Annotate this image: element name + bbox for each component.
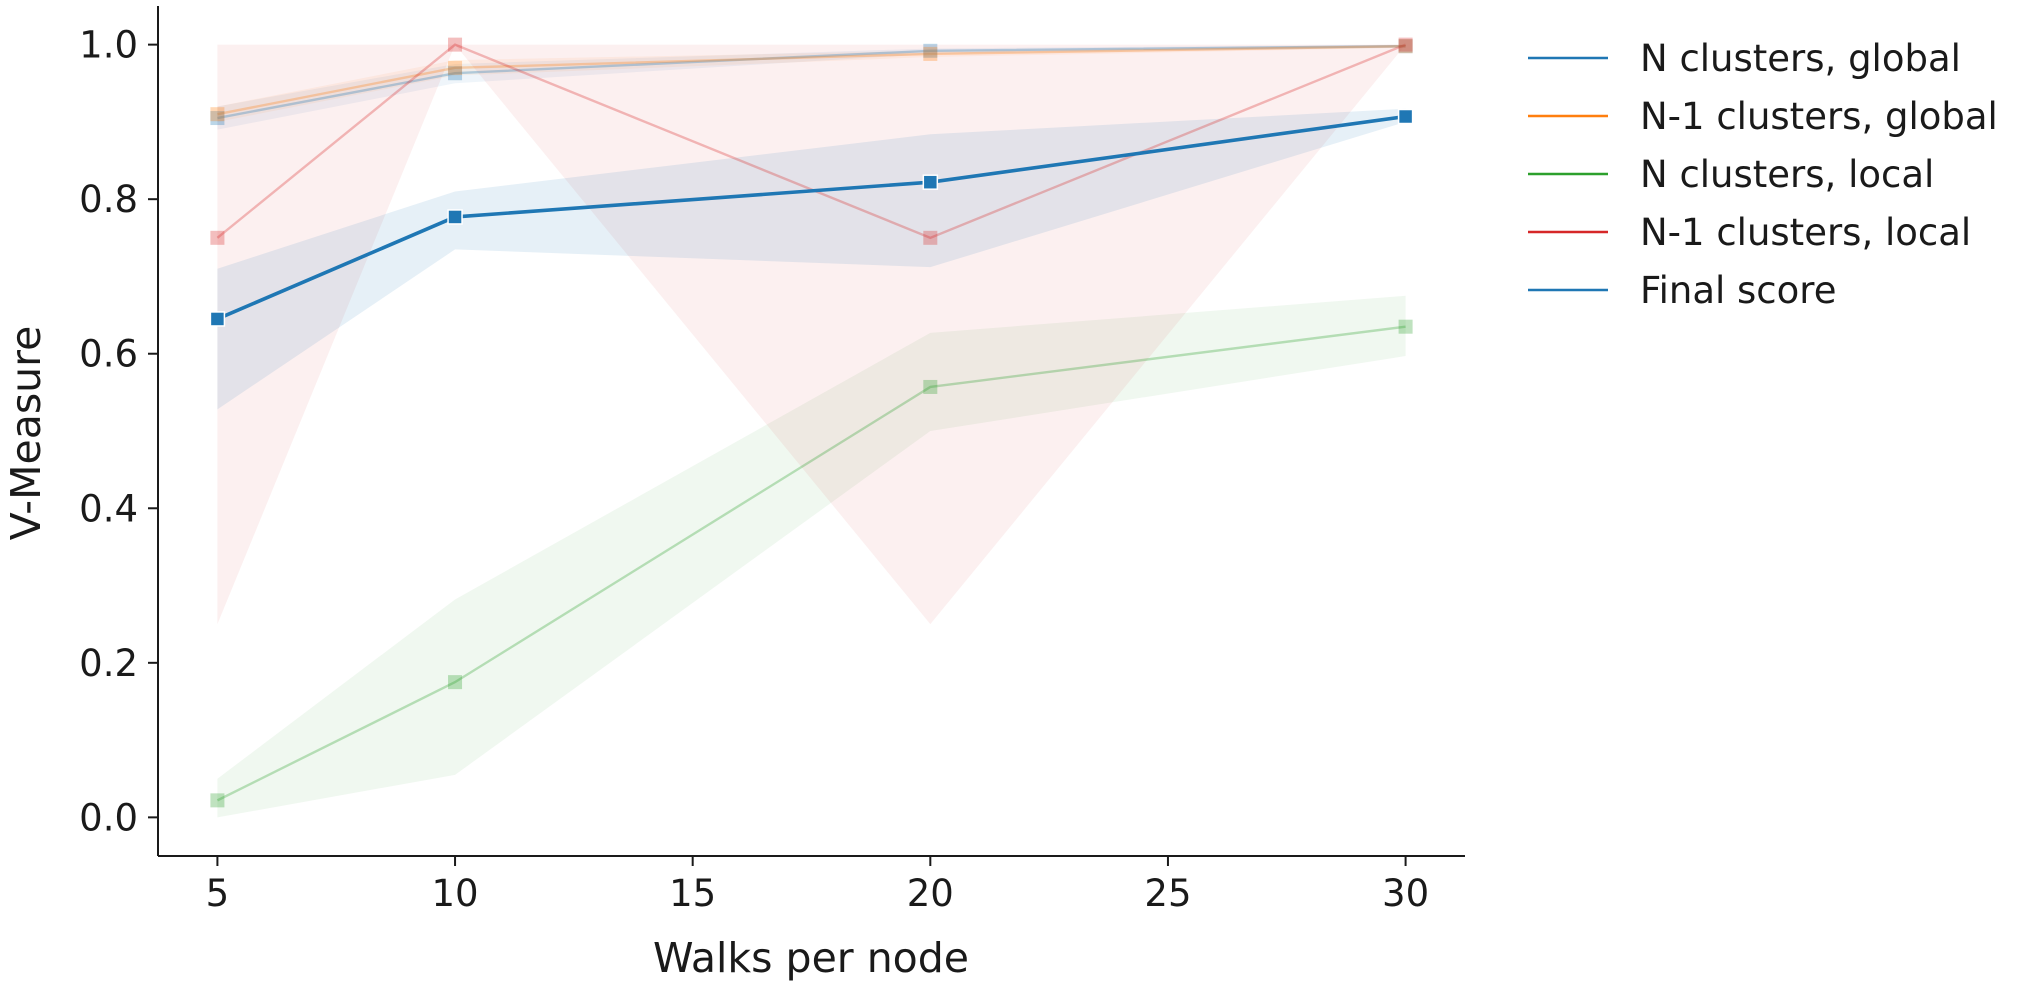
marker-n-clusters-global-3 [1398, 39, 1413, 54]
legend-label-n-1-clusters-local: N-1 clusters, local [1640, 211, 1971, 254]
y-tick-label-1: 0.2 [79, 642, 138, 685]
x-tick-label-4: 25 [1144, 872, 1191, 915]
y-tick-label-2: 0.4 [79, 487, 138, 530]
marker-n-clusters-local-0 [210, 793, 225, 808]
marker-final-score-1 [447, 209, 463, 225]
marker-n-clusters-local-1 [448, 675, 463, 690]
line-n-1-clusters-global [217, 44, 1406, 116]
y-axis-title: V-Measure [2, 326, 50, 541]
marker-n-clusters-local-3 [1398, 319, 1413, 334]
marker-final-score-0 [209, 311, 226, 327]
x-tick-label-5: 30 [1382, 872, 1429, 915]
marker-n-clusters-global-1 [448, 66, 463, 81]
line-n-clusters-local [216, 325, 1406, 802]
line-n-clusters-global [217, 44, 1406, 120]
marker-n-1-clusters-global-1 [448, 60, 463, 75]
marker-final-score-2 [922, 174, 939, 190]
marker-n-clusters-global-0 [210, 111, 225, 126]
marker-n-1-clusters-global-3 [1398, 39, 1413, 54]
line-final-score [216, 114, 1406, 321]
x-tick-label-3: 20 [907, 872, 954, 915]
ci-band-n-clusters-local [217, 295, 1406, 818]
x-tick-label-0: 5 [206, 872, 230, 915]
ci-band-n-1-clusters-global [217, 44, 1406, 122]
legend: N clusters, global N-1 clusters, global N … [1528, 37, 1998, 312]
ci-band-n-clusters-global [217, 44, 1406, 130]
marker-n-clusters-global-2 [923, 43, 938, 58]
y-ticks: 0.0 0.2 0.4 0.6 0.8 1.0 [79, 24, 158, 839]
marker-n-1-clusters-global-2 [923, 46, 938, 61]
x-ticks: 5 10 15 20 25 30 [206, 856, 1429, 915]
marker-n-1-clusters-local-1 [448, 37, 463, 52]
legend-label-n-clusters-global: N clusters, global [1640, 37, 1961, 80]
marker-final-score-3 [1397, 108, 1414, 125]
marker-n-1-clusters-local-3 [1398, 37, 1413, 52]
marker-n-clusters-local-2 [923, 379, 938, 394]
legend-label-n-clusters-local: N clusters, local [1640, 153, 1934, 196]
ci-band-n-1-clusters-local [217, 44, 1406, 625]
x-tick-label-1: 10 [431, 872, 478, 915]
legend-label-final-score: Final score [1640, 269, 1836, 312]
y-tick-label-0: 0.0 [79, 796, 138, 839]
x-axis-title: Walks per node [653, 934, 969, 982]
y-tick-label-5: 1.0 [79, 24, 138, 67]
marker-n-1-clusters-global-0 [210, 107, 225, 122]
x-tick-label-2: 15 [669, 872, 716, 915]
confidence-bands [217, 44, 1406, 818]
y-tick-label-3: 0.6 [79, 333, 138, 376]
ci-band-final-score [217, 108, 1406, 410]
y-tick-label-4: 0.8 [79, 178, 138, 221]
line-n-1-clusters-local [216, 43, 1407, 240]
axes [157, 6, 1465, 857]
legend-label-n-1-clusters-global: N-1 clusters, global [1640, 95, 1998, 138]
marker-n-1-clusters-local-2 [923, 230, 938, 245]
series-markers [209, 37, 1414, 808]
series-lines [216, 43, 1407, 802]
marker-n-1-clusters-local-0 [210, 230, 225, 245]
